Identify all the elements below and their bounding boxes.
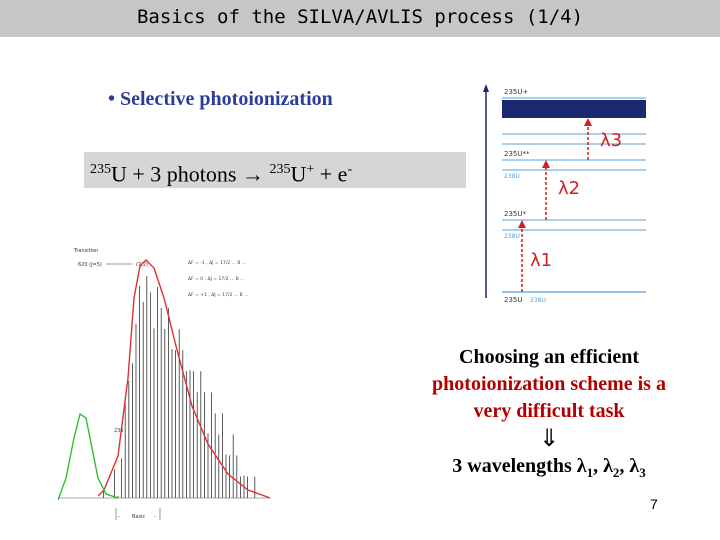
spectrum-legend-3: ΔF = +1 , ΔJ = 17/2 ... B ... [188, 292, 248, 298]
spectrum-green-envelope [58, 412, 119, 501]
level-2-lower-label: 238U [504, 173, 520, 180]
lambda-2-label: λ2 [558, 178, 580, 199]
equation-part2: U [290, 161, 307, 187]
wavelength-3-sub: 3 [639, 465, 646, 480]
down-double-arrow-icon: ⇓ [538, 424, 560, 452]
ground-235-label: 235U [504, 296, 522, 304]
spectrum-peaks [103, 276, 256, 498]
wavelength-3-symbol: λ [629, 455, 640, 477]
note-text-block: Choosing an efficient photoionization sc… [398, 344, 700, 486]
wavelength-1-sub: 1 [586, 465, 594, 480]
spectrum-legend-2: ΔF = 0 , ΔJ = 17/2 ... B ... [188, 276, 245, 282]
spectrum-red-envelope [97, 259, 270, 499]
equation-part3: + e [314, 161, 348, 187]
ion-level-label: 235U+ [504, 88, 528, 96]
equation-box: 235U + 3 photons → 235U+ + e- [84, 152, 466, 188]
wavelength-1-symbol: λ [576, 455, 587, 477]
level-2-upper-label: 235U** [504, 150, 530, 158]
spectrum-background [58, 238, 270, 524]
lambda-1-arrowhead [518, 220, 526, 228]
levels-background [482, 82, 650, 306]
ground-238-label: 238U [530, 297, 546, 304]
equation-plus-charge: + [306, 162, 315, 177]
spectrum-peak-label: 235 [114, 428, 124, 434]
equation-part1: U + 3 photons [111, 161, 242, 187]
spectrum-legend-1: ΔF = -1 , ΔJ = 17/2 ... B ... [188, 260, 246, 266]
note-line-3: very difficult task [473, 400, 625, 422]
spectrum-axis-label-1: - [118, 514, 120, 520]
page-number: 7 [650, 496, 658, 512]
wavelength-sep-2: , [619, 455, 630, 477]
note-line-1: Choosing an efficient [459, 346, 639, 368]
lambda-3-arrowhead [584, 118, 592, 126]
ionization-continuum-band [502, 100, 646, 118]
level-1-lower-label: 238U [504, 233, 520, 240]
wavelength-sep-1: , [593, 455, 604, 477]
level-1-upper-label: 235U* [504, 210, 526, 218]
lambda-1-label: λ1 [530, 250, 552, 271]
wavelength-2-sub: 2 [612, 465, 620, 480]
note-line-2: photoionization scheme is a [432, 373, 666, 395]
energy-axis-arrowhead [483, 84, 489, 92]
equation-minus-charge: - [347, 162, 353, 177]
wavelength-2-symbol: λ [603, 455, 613, 477]
equation-mass1: 235 [90, 162, 111, 177]
bullet-selective-photoionization: • Selective photoionization [108, 88, 333, 110]
equation-mass2: 235 [269, 162, 291, 177]
lambda-2-arrowhead [542, 160, 550, 168]
equation-arrow: → [241, 161, 264, 187]
wavelengths-prefix: 3 wavelengths [452, 455, 577, 477]
photoionization-spectrum-figure: Transition 620 (J=5) (7/2) ΔF = -1 , ΔJ … [58, 238, 270, 524]
spectrum-axis-label-3: - [154, 514, 156, 520]
title-bar: Basics of the SILVA/AVLIS process (1/4) [0, 0, 720, 37]
spectrum-label-right: (7/2) [136, 262, 148, 268]
energy-level-diagram: 235U+ 235U** 238U 235U* 238U 235U 238U λ… [482, 82, 650, 306]
spectrum-label-left: 620 (J=5) [78, 262, 102, 268]
spectrum-header: Transition [73, 248, 98, 254]
slide-title: Basics of the SILVA/AVLIS process (1/4) [136, 6, 584, 28]
lambda-3-label: λ3 [600, 130, 622, 151]
spectrum-axis-label-2: Basic [132, 514, 145, 520]
wavelengths-line: 3 wavelengths λ1, λ2, λ3 [398, 453, 700, 486]
